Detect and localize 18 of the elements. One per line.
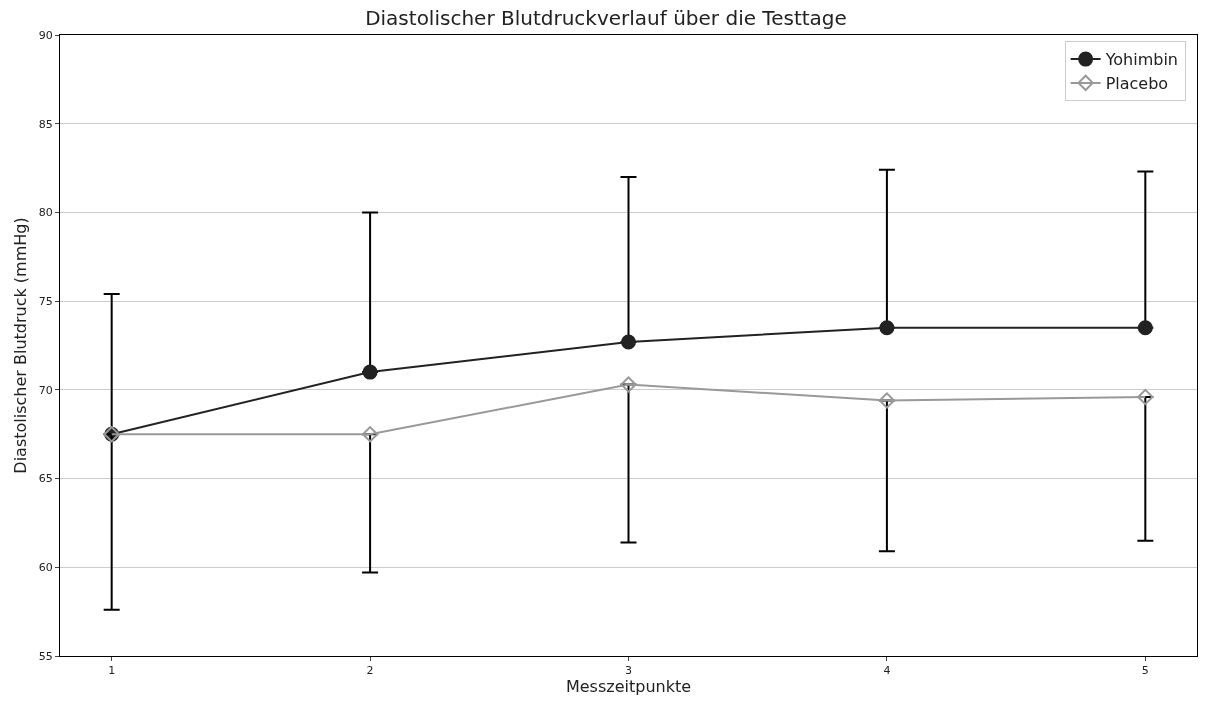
y-tick-label: 80 xyxy=(38,206,53,220)
y-tick-label: 60 xyxy=(38,561,53,575)
y-tick-label: 85 xyxy=(38,117,53,131)
x-tick-label: 1 xyxy=(108,664,116,678)
x-tick-label: 3 xyxy=(625,664,632,678)
y-tick-label: 70 xyxy=(38,383,53,397)
y-tick-label: 65 xyxy=(38,472,53,486)
x-tick-label: 5 xyxy=(1141,664,1149,678)
x-tick-label: 4 xyxy=(883,664,891,678)
legend-label: Placebo xyxy=(1105,74,1169,94)
x-tick-label: 2 xyxy=(366,664,374,678)
y-tick-label: 90 xyxy=(38,28,53,42)
y-axis-title: Diastolischer Blutdruck (mmHg) xyxy=(10,217,30,474)
y-tick-label: 75 xyxy=(38,294,53,308)
legend-label: Yohimbin xyxy=(1104,50,1178,70)
x-axis-title: Messzeitpunkte xyxy=(565,677,692,697)
y-tick-label: 55 xyxy=(38,649,53,663)
chart-title: Diastolischer Blutdruckverlauf über die Testtage xyxy=(365,5,847,30)
